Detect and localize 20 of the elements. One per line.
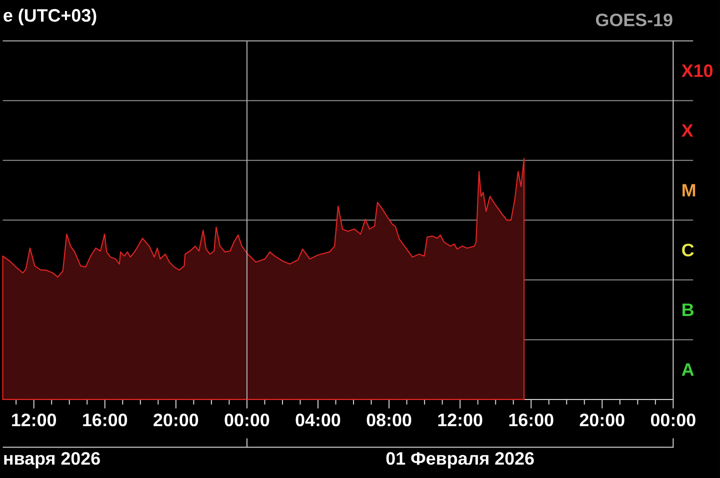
x-tick-label: 12:00 — [12, 414, 56, 426]
text: C — [682, 244, 694, 256]
x-tick-label: 00:00 — [224, 414, 270, 426]
chart-title: e (UTC+03) — [4, 8, 96, 26]
text: 01 Февраля 2026 — [386, 452, 534, 468]
chart-subtitle: GOES-19 — [596, 13, 672, 26]
x-tick-label: 20:00 — [154, 414, 198, 426]
text: M — [682, 184, 696, 196]
text: A — [682, 363, 694, 376]
text: нваря 2026 — [4, 452, 100, 468]
x-tick-label: 16:00 — [509, 414, 554, 426]
x-tick-label: 16:00 — [83, 414, 128, 426]
x-tick-label: 20:00 — [580, 414, 624, 426]
x-tick-label: 00:00 — [650, 414, 696, 426]
x-tick-label: 04:00 — [296, 414, 340, 426]
x-tick-label: 12:00 — [438, 414, 482, 426]
x-tick-label: 08:00 — [366, 414, 412, 426]
text: B — [682, 304, 694, 316]
text: X10 — [682, 64, 713, 77]
text: X — [682, 124, 694, 137]
